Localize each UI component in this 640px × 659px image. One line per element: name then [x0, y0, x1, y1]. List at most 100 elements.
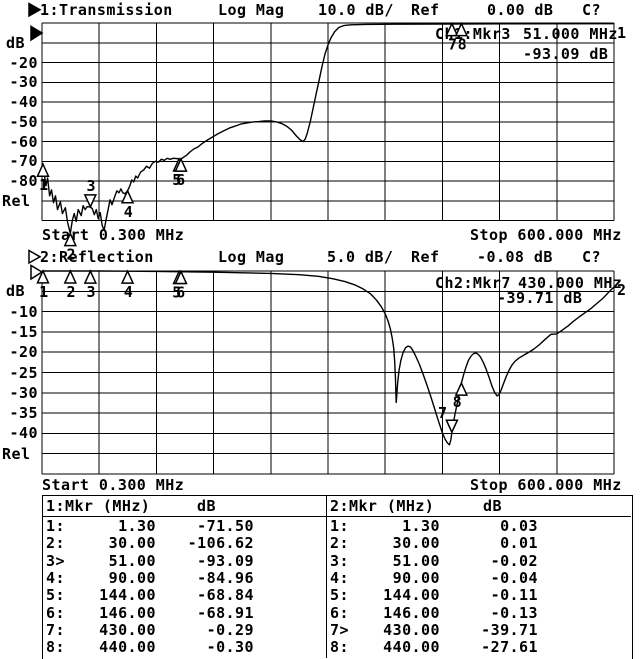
ch2-trace-indicator: 2 [617, 281, 627, 299]
marker-freq: 144.00 [383, 586, 440, 605]
ch1-marker-info-value: -93.09 dB [523, 45, 609, 63]
ch1-ref-label: Ref [411, 1, 440, 19]
ch1-axis-tick: -70 [9, 152, 38, 171]
ch2-axis-tick: -10 [9, 302, 38, 321]
marker-value: -39.71 [481, 620, 538, 639]
ch2-axis-tick: -35 [9, 404, 38, 423]
ch2-marker-info-freq: 430.000 MHz [518, 274, 623, 292]
ch2-axis-unit: dB [6, 282, 25, 301]
ch2-marker-info-label: Ch2:Mkr7 [435, 274, 511, 292]
marker-value: -93.09 [197, 551, 254, 570]
marker-value: 0.03 [500, 517, 538, 535]
marker-value: -0.04 [490, 568, 538, 587]
marker-number: 7> [330, 620, 349, 639]
marker-freq: 146.00 [99, 603, 156, 622]
ch2-title: 2:Reflection [40, 248, 154, 266]
marker-value: -68.91 [197, 603, 254, 622]
marker-freq: 1.30 [402, 517, 440, 535]
marker-value: -71.50 [197, 517, 254, 535]
ch2-axis-rel: Rel [2, 444, 31, 463]
grid-ch2 [41, 270, 615, 475]
marker-value: -0.13 [490, 603, 538, 622]
ch1-ref-value: 0.00 dB [487, 1, 554, 19]
marker-value: -0.11 [490, 586, 538, 605]
ch1-ref-pointer-icon [30, 25, 44, 42]
marker-number: 8: [46, 638, 65, 657]
ch1-marker-info-label: Ch1:Mkr3 [435, 25, 511, 43]
marker-table-row: 2: 30.00 0.01 [330, 534, 538, 553]
marker-table-row: 1: 1.30 -71.50 [46, 517, 254, 535]
marker-table-row: 5: 144.00 -0.11 [330, 586, 538, 605]
marker-table-box [42, 495, 633, 659]
ch2-axis-tick: -20 [9, 343, 38, 362]
marker-number: 4: [330, 568, 349, 587]
marker-value: -68.84 [197, 586, 254, 605]
marker-table-header-rule [42, 516, 631, 517]
marker-table-row: 6: 146.00 -0.13 [330, 603, 538, 622]
marker-number: 4: [46, 568, 65, 587]
marker-freq: 51.00 [108, 551, 156, 570]
marker-freq: 51.00 [392, 551, 440, 570]
marker-freq: 30.00 [392, 534, 440, 553]
ch1-start-freq: Start 0.300 MHz [42, 226, 185, 244]
ch2-marker-info-value: -39.71 dB [497, 289, 583, 307]
ch1-axis-tick: -50 [9, 112, 38, 131]
marker-table-row: 8: 440.00 -0.30 [46, 638, 254, 657]
marker-freq: 440.00 [99, 638, 156, 657]
marker-number: 5: [46, 586, 65, 605]
ch1-axis-tick: -60 [9, 132, 38, 151]
marker-value: -84.96 [197, 568, 254, 587]
marker-number: 5: [330, 586, 349, 605]
ch2-stop-freq: Stop 600.000 MHz [470, 476, 622, 494]
marker-freq: 430.00 [99, 620, 156, 639]
marker-table-row: 5: 144.00 -68.84 [46, 586, 254, 605]
table1-db-col: dB [197, 497, 216, 515]
ch2-axis-tick: -40 [9, 424, 38, 443]
marker-number: 7: [46, 620, 65, 639]
marker-table-row: 3> 51.00 -93.09 [46, 551, 254, 570]
marker-value: -0.29 [206, 620, 254, 639]
marker-table-row: 4: 90.00 -0.04 [330, 568, 538, 587]
marker-freq: 90.00 [108, 568, 156, 587]
ch2-cal-status: C? [582, 248, 601, 266]
marker-value: -106.62 [187, 534, 254, 553]
marker-number: 2: [46, 534, 65, 553]
ch1-marker-info-freq: 51.000 MHz [523, 25, 618, 43]
marker-table-divider [326, 495, 327, 658]
ch2-ref-pointer-icon [30, 264, 44, 281]
ch1-header-pointer-icon [28, 2, 42, 18]
ch1-axis-tick: -80 [9, 172, 38, 190]
marker-table-row: 8: 440.00 -27.61 [330, 638, 538, 657]
marker-number: 6: [46, 603, 65, 622]
ch2-start-freq: Start 0.300 MHz [42, 476, 185, 494]
marker-freq: 30.00 [108, 534, 156, 553]
table2-title: 2:Mkr (MHz) [330, 497, 435, 515]
grid-ch1 [41, 22, 615, 221]
ch1-stop-freq: Stop 600.000 MHz [470, 226, 622, 244]
marker-number: 1: [330, 517, 349, 535]
marker-number: 3: [330, 551, 349, 570]
ch1-cal-status: C? [582, 1, 601, 19]
table2-db-col: dB [483, 497, 502, 515]
marker-table-row: 3: 51.00 -0.02 [330, 551, 538, 570]
marker-number: 2: [330, 534, 349, 553]
ch1-axis-rel: Rel [2, 191, 31, 210]
marker-value: -0.30 [206, 638, 254, 657]
marker-freq: 90.00 [392, 568, 440, 587]
marker-freq: 1.30 [118, 517, 156, 535]
ch1-axis-tick: -20 [9, 53, 38, 72]
ch2-axis-tick: -15 [9, 322, 38, 341]
ch1-scale: 10.0 dB/ [318, 1, 394, 19]
ch2-ref-value: -0.08 dB [477, 248, 553, 266]
marker-number: 1: [46, 517, 65, 535]
marker-value: -27.61 [481, 638, 538, 657]
ch2-axis-tick: -30 [9, 383, 38, 402]
marker-number: 8: [330, 638, 349, 657]
trace-transmission-log-mag [41, 23, 615, 235]
table1-title: 1:Mkr (MHz) [46, 497, 151, 515]
ch1-axis-tick: -30 [9, 73, 38, 92]
marker-table-row: 1: 1.30 0.03 [330, 517, 538, 535]
ch2-header-pointer-icon [28, 249, 42, 265]
